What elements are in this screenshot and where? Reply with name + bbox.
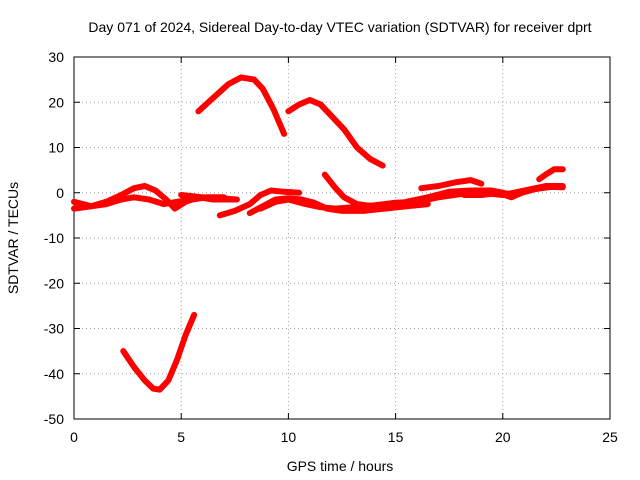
y-tick-label: -50 — [44, 411, 64, 427]
x-tick-label: 0 — [70, 429, 78, 445]
y-tick-label: 0 — [56, 185, 64, 201]
chart-title: Day 071 of 2024, Sidereal Day-to-day VTE… — [88, 19, 591, 35]
series-arc-13 — [536, 166, 566, 183]
y-axis-label: SDTVAR / TECUs — [5, 182, 21, 294]
series-arc-3 — [120, 311, 198, 393]
x-tick-label: 5 — [177, 429, 185, 445]
y-tick-label: -30 — [44, 321, 64, 337]
y-tick-label: -10 — [44, 230, 64, 246]
tick-layer: 0 5 10 15 20 25 -50 -40 -30 -20 -10 0 10 20 30 — [44, 49, 618, 445]
y-tick-label: 10 — [48, 140, 64, 156]
x-tick-label: 20 — [495, 429, 511, 445]
series-arc-4 — [195, 74, 288, 137]
series-arc-7 — [216, 187, 303, 219]
grid-layer — [73, 56, 611, 420]
y-tick-label: -20 — [44, 275, 64, 291]
series-arc-6 — [178, 192, 240, 203]
series-arc-11 — [418, 177, 485, 192]
x-tick-label: 10 — [281, 429, 297, 445]
series-layer — [71, 74, 566, 393]
x-tick-label: 15 — [388, 429, 404, 445]
x-tick-label: 25 — [602, 429, 618, 445]
y-tick-label: 20 — [48, 94, 64, 110]
x-axis-label: GPS time / hours — [287, 458, 394, 474]
y-tick-label: -40 — [44, 366, 64, 382]
y-tick-label: 30 — [48, 49, 64, 65]
series-arc-14 — [403, 183, 560, 205]
series-arc-5 — [285, 97, 386, 169]
